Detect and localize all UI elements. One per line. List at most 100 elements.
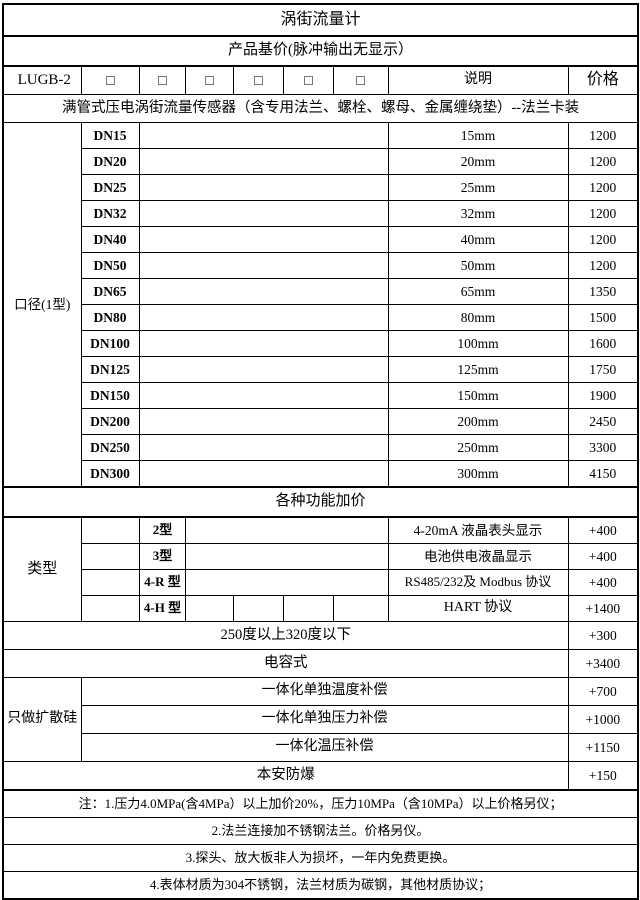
table-row: 只做扩散硅 一体化单独温度补偿 +700	[2, 677, 639, 762]
function-banner: 各种功能加价	[2, 486, 639, 518]
table-row: DN80 80mm 1500	[3, 304, 639, 331]
capacitive-option-price: +3400	[567, 649, 639, 678]
type-description: 电池供电液晶显示	[387, 543, 569, 570]
type-price: +1400	[567, 595, 639, 622]
temperature-option-description: 250度以上320度以下	[2, 621, 569, 650]
capacitive-option-description: 电容式	[2, 649, 569, 678]
spacer-cell	[282, 595, 334, 622]
spacer-cell	[138, 382, 389, 409]
option-checkbox-2[interactable]	[138, 65, 186, 95]
table-row: 4-R 型 RS485/232及 Modbus 协议 +400	[3, 569, 639, 596]
diameter-price: 1200	[567, 174, 639, 201]
note-text: 2.法兰连接加不锈钢法兰。价格另仪。	[2, 817, 639, 845]
spacer-cell	[232, 595, 284, 622]
spacer-cell	[138, 408, 389, 435]
table-row: 4-H 型 HART 协议 +1400	[3, 595, 639, 622]
diameter-description: 20mm	[387, 148, 569, 175]
diameter-description: 300mm	[387, 460, 569, 488]
price-list-table: 涡街流量计 产品基价(脉冲输出无显示） LUGB-2 说明 价格 满管式压电涡街…	[2, 3, 640, 900]
checkbox-icon	[253, 75, 263, 85]
spacer-cell	[138, 148, 389, 175]
spacer-cell	[138, 356, 389, 383]
diameter-price: 1500	[567, 304, 639, 331]
model-code-label: LUGB-2	[2, 65, 82, 95]
silicon-description: 一体化单独压力补偿	[80, 705, 569, 734]
explosion-proof-price: +150	[567, 761, 639, 791]
note-row: 4.表体材质为304不锈钢，法兰材质为碳钢，其他材质协议；	[2, 871, 639, 900]
diameter-price: 1200	[567, 200, 639, 227]
table-row: DN150 150mm 1900	[3, 382, 639, 409]
diameter-description: 32mm	[387, 200, 569, 227]
diameter-code: DN20	[80, 148, 140, 175]
silicon-price: +700	[567, 677, 639, 706]
explosion-proof-description: 本安防爆	[2, 761, 569, 791]
checkbox-icon	[303, 75, 313, 85]
spacer-cell	[138, 278, 389, 305]
note-row: 3.探头、放大板非人为损坏，一年内免费更换。	[2, 844, 639, 872]
silicon-price: +1150	[567, 733, 639, 762]
type-price: +400	[567, 543, 639, 570]
diameter-description: 15mm	[387, 122, 569, 149]
description-column-header: 说明	[387, 65, 569, 95]
spacer-cell	[138, 434, 389, 461]
spacer-cell	[80, 595, 140, 622]
table-row: 类型 2型 4-20mA 液晶表头显示 +400	[2, 516, 639, 622]
type-description: HART 协议	[387, 595, 569, 622]
diameter-code: DN40	[80, 226, 140, 253]
table-row: DN200 200mm 2450	[3, 408, 639, 435]
document-title-row: 涡街流量计	[2, 4, 639, 37]
table-row: DN20 20mm 1200	[3, 148, 639, 175]
spacer-cell	[184, 595, 234, 622]
spacer-cell	[80, 569, 140, 596]
diameter-code: DN15	[80, 122, 140, 149]
diameter-code: DN25	[80, 174, 140, 201]
type-price: +400	[567, 516, 639, 544]
table-row: DN65 65mm 1350	[3, 278, 639, 305]
spacer-cell	[184, 516, 389, 544]
table-row: 本安防爆 +150	[2, 761, 639, 791]
diameter-code: DN250	[80, 434, 140, 461]
base-price-banner: 产品基价(脉冲输出无显示）	[2, 35, 639, 67]
diameter-section-label: 口径(1型)	[2, 122, 82, 488]
spacer-cell	[138, 226, 389, 253]
table-row: DN40 40mm 1200	[3, 226, 639, 253]
spacer-cell	[138, 304, 389, 331]
diameter-description: 25mm	[387, 174, 569, 201]
base-price-banner-row: 产品基价(脉冲输出无显示）	[2, 35, 639, 67]
type-description: 4-20mA 液晶表头显示	[387, 516, 569, 544]
type-code: 3型	[138, 543, 186, 570]
table-row: 电容式 +3400	[2, 649, 639, 678]
option-checkbox-6[interactable]	[332, 65, 389, 95]
option-checkbox-5[interactable]	[282, 65, 334, 95]
note-row: 注：1.压力4.0MPa(含4MPa）以上加价20%，压力10MPa（含10MP…	[2, 789, 639, 818]
diameter-price: 1350	[567, 278, 639, 305]
price-column-header: 价格	[567, 65, 639, 95]
type-description: RS485/232及 Modbus 协议	[387, 569, 569, 596]
table-row: 250度以上320度以下 +300	[2, 621, 639, 650]
spacer-cell	[80, 543, 140, 570]
diameter-price: 1200	[567, 252, 639, 279]
silicon-price: +1000	[567, 705, 639, 734]
diameter-code: DN32	[80, 200, 140, 227]
diameter-description: 100mm	[387, 330, 569, 357]
option-checkbox-3[interactable]	[184, 65, 234, 95]
table-row: DN125 125mm 1750	[3, 356, 639, 383]
diameter-price: 1200	[567, 122, 639, 149]
spacer-cell	[184, 569, 389, 596]
diameter-code: DN125	[80, 356, 140, 383]
diameter-code: DN200	[80, 408, 140, 435]
diameter-price: 1200	[567, 148, 639, 175]
diameter-price: 1600	[567, 330, 639, 357]
option-checkbox-1[interactable]	[80, 65, 140, 95]
table-row: 一体化温压补偿 +1150	[3, 733, 639, 762]
silicon-description: 一体化单独温度补偿	[80, 677, 569, 706]
option-checkbox-4[interactable]	[232, 65, 284, 95]
diameter-price: 1200	[567, 226, 639, 253]
diameter-description: 40mm	[387, 226, 569, 253]
spacer-cell	[332, 595, 389, 622]
checkbox-icon	[157, 75, 167, 85]
diameter-code: DN80	[80, 304, 140, 331]
temperature-option-price: +300	[567, 621, 639, 650]
diameter-code: DN150	[80, 382, 140, 409]
